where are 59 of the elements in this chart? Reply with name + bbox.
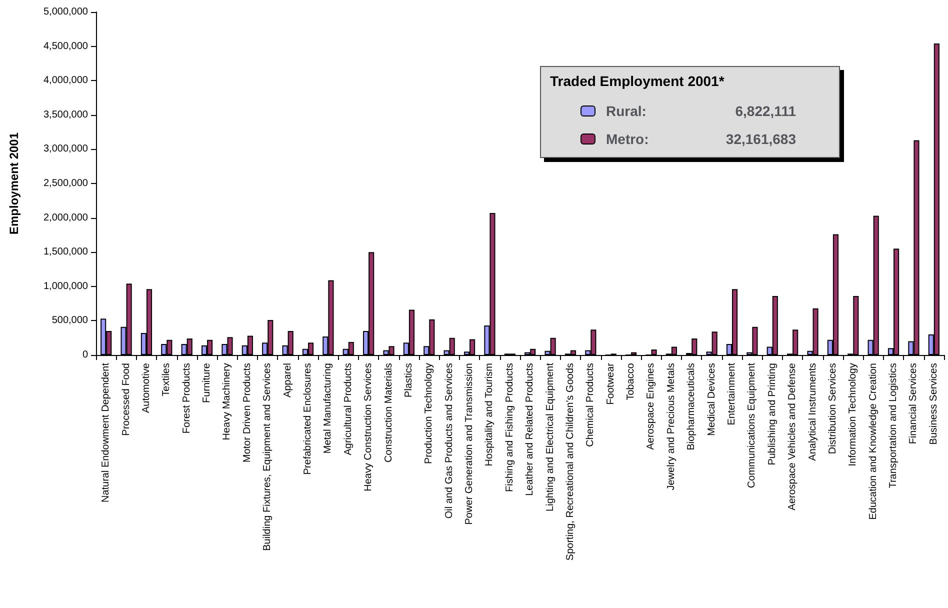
legend-label: Metro: <box>606 131 649 147</box>
y-tick-label: 3,000,000 <box>44 144 88 155</box>
y-tick-label: 2,500,000 <box>44 178 88 189</box>
y-tick-label: 5,000,000 <box>44 6 88 18</box>
x-tick-label: Footwear <box>605 362 616 405</box>
x-tick-label: Prefabricated Enclosures <box>302 363 314 475</box>
x-tick-label: Power Generation and Transmission <box>464 363 476 525</box>
x-tick-label: Transportation and Logistics <box>888 363 900 488</box>
x-tick-label: Financial Services <box>908 363 920 444</box>
x-tick-label: Entertainment <box>726 362 738 426</box>
x-tick-label: Information Technology <box>848 363 859 466</box>
x-tick-label: Textiles <box>161 363 172 396</box>
y-tick-label: 4,500,000 <box>44 40 88 52</box>
y-tick-label: 500,000 <box>52 315 88 326</box>
x-tick-label: Oil and Gas Products and Services <box>444 363 455 519</box>
y-tick-label: 2,000,000 <box>44 212 88 224</box>
legend-label: Rural: <box>606 103 646 119</box>
x-tick-label: Automotive <box>140 362 152 414</box>
x-tick-label: Production Technology <box>424 363 435 464</box>
x-tick-label: Building Fixtures, Equipment and Services <box>262 363 274 551</box>
x-tick-label: Jewelry and Precious Metals <box>666 363 677 490</box>
x-tick-label: Biopharmaceuticals <box>686 363 698 450</box>
x-tick-label: Furniture <box>202 362 213 404</box>
x-tick-label: Lighting and Electrical Equipment <box>544 362 556 512</box>
x-tick-label: Construction Materials <box>383 363 394 462</box>
x-tick-label: Education and Knowledge Creation <box>868 363 879 520</box>
x-tick-label: Forest Products <box>181 363 192 434</box>
x-tick-label: Plastics <box>403 363 414 398</box>
x-tick-label: Heavy Construction Services <box>363 363 374 492</box>
x-tick-label: Tobacco <box>626 362 637 400</box>
legend-title: Traded Employment 2001* <box>550 73 725 89</box>
x-tick-label: Processed Food <box>120 363 132 436</box>
y-tick-label: 1,000,000 <box>44 280 88 292</box>
x-tick-label: Motor Driven Products <box>242 363 253 462</box>
y-axis-title: Employment 2001 <box>7 132 21 235</box>
x-tick-label: Aerospace Vehicles and Defense <box>787 362 798 510</box>
x-tick-label: Hospitality and Tourism <box>484 363 496 466</box>
x-tick-label: Natural Endowment Dependent <box>100 362 112 503</box>
annotation: 6,822,111 <box>735 103 796 119</box>
x-tick-label: Heavy Machinery <box>222 363 233 440</box>
x-tick-label: Medical Devices <box>706 363 718 436</box>
y-tick-label: 3,500,000 <box>44 109 88 120</box>
x-tick-label: Leather and Related Products <box>524 363 536 496</box>
x-tick-label: Communications Equipment <box>746 362 758 488</box>
x-tick-label: Analytical Instruments <box>807 363 818 461</box>
annotation: 32,161,683 <box>726 131 796 147</box>
x-tick-label: Metal Manufacturing <box>322 363 334 454</box>
x-tick-label: Business Services <box>928 363 940 445</box>
y-tick-label: 1,500,000 <box>44 246 88 258</box>
x-tick-label: Fishing and Fishing Products <box>504 363 516 492</box>
x-tick-label: Sporting, Recreational and Children's Goods <box>564 363 576 561</box>
x-tick-label: Aerospace Engines <box>646 363 657 450</box>
x-tick-label: Distribution Services <box>827 363 838 454</box>
x-tick-label: Chemical Products <box>585 363 596 447</box>
x-tick-label: Publishing and Printing <box>766 363 778 466</box>
y-tick-label: 0 <box>82 350 88 360</box>
y-tick-label: 4,000,000 <box>44 75 88 86</box>
x-tick-label: Agricultural Products <box>342 363 354 456</box>
x-tick-label: Apparel <box>282 363 294 398</box>
